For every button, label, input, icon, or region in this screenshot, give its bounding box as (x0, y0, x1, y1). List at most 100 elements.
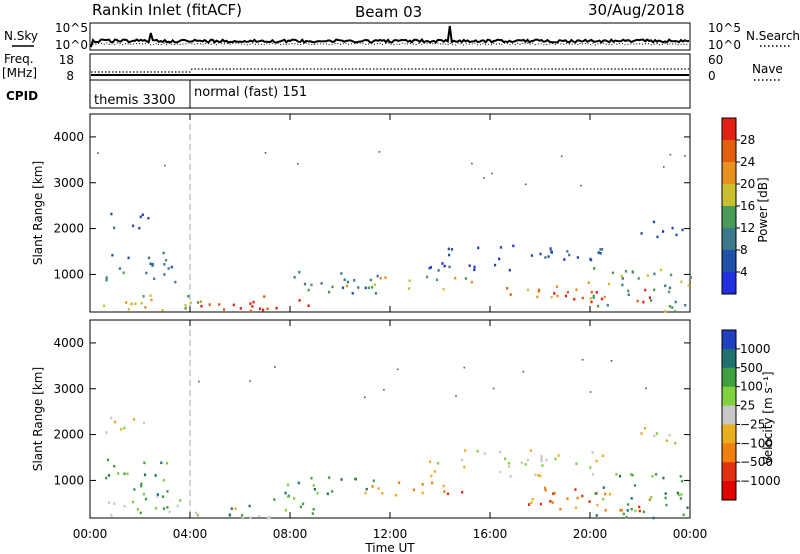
colorbar-segment (722, 272, 736, 295)
data-cell (455, 395, 457, 397)
data-cell (563, 258, 566, 261)
data-cell (619, 508, 622, 512)
data-cell (581, 296, 584, 300)
data-cell (428, 267, 431, 270)
cpid-label: CPID (6, 89, 38, 103)
data-cell (602, 497, 605, 501)
data-cell (530, 501, 533, 504)
data-cell (668, 305, 672, 308)
data-cell (340, 272, 343, 275)
x-tick-label: 16:00 (473, 527, 508, 541)
y-tick-label: 4000 (53, 130, 84, 144)
cpid-mode-themis: themis 3300 (94, 93, 176, 108)
data-cell (610, 360, 613, 362)
data-cell (287, 495, 290, 498)
data-cell (198, 380, 200, 383)
data-cell (662, 476, 665, 480)
data-cell (509, 293, 512, 296)
colorbar-segment (722, 250, 736, 273)
data-cell (590, 290, 593, 294)
data-cell (684, 155, 686, 157)
data-cell (551, 501, 554, 504)
data-cell (328, 290, 331, 294)
data-cell (106, 458, 110, 462)
data-cell (508, 268, 511, 272)
colorbar-tick-label: 20 (740, 177, 755, 191)
colorbar-segment (722, 140, 736, 163)
data-cell (252, 300, 255, 304)
colorbar-tick-label: 28 (740, 133, 755, 147)
data-cell (589, 466, 592, 469)
data-cell (599, 252, 602, 255)
data-cell (680, 493, 683, 496)
data-cell (310, 476, 313, 480)
data-cell (506, 287, 509, 290)
colorbar-tick-label: 500 (740, 361, 763, 375)
data-cell (140, 482, 143, 486)
data-cell (454, 276, 457, 280)
colorbar-segment (722, 118, 736, 141)
data-cell (679, 475, 682, 478)
data-cell (650, 495, 653, 499)
nsearch-tick-low: 10^0 (708, 38, 741, 52)
data-cell (346, 280, 349, 284)
data-cell (568, 253, 571, 257)
velocity-colorbar-label: Velocity [m s⁻¹] (761, 371, 775, 464)
data-cell (144, 497, 148, 501)
power-panel: 1000 2000 3000 4000 Slant Range [km] 4 8 12 16… (31, 113, 770, 313)
colorbar-frame (721, 329, 737, 501)
data-cell (108, 501, 111, 504)
freq-tick-high: 18 (59, 53, 74, 67)
data-cell (168, 510, 171, 514)
data-cell (604, 492, 607, 496)
data-cell (536, 295, 539, 299)
data-cell (538, 288, 541, 292)
data-cell (155, 507, 158, 510)
data-cell (539, 502, 543, 506)
data-cell (353, 477, 357, 481)
data-cell (367, 286, 370, 290)
data-cell (249, 309, 252, 313)
data-cell (674, 310, 677, 313)
power-ylabel: Slant Range [km] (31, 161, 45, 265)
data-cell (189, 301, 192, 305)
data-cell (540, 455, 543, 458)
data-cell (125, 301, 128, 304)
data-cell (596, 503, 599, 507)
data-cell (477, 246, 480, 250)
colorbar-tick-label: 4 (740, 265, 748, 279)
data-cell (464, 277, 468, 280)
data-cell (307, 288, 310, 292)
data-cell (163, 263, 166, 266)
y-tick-label: 3000 (53, 176, 84, 190)
data-cell (293, 497, 296, 500)
data-cell (429, 460, 432, 464)
data-cell (262, 308, 265, 312)
data-cell (664, 310, 667, 313)
data-cell (142, 421, 146, 425)
data-cell (222, 308, 226, 311)
data-cell (669, 153, 672, 156)
data-cell (601, 247, 604, 251)
station-title: Rankin Inlet (fitACF) (92, 1, 242, 19)
data-cell (540, 459, 543, 463)
data-cell (430, 474, 433, 478)
data-cell (251, 305, 254, 308)
data-cell (230, 507, 233, 510)
freq-panel: Freq. [MHz] 18 8 60 0 Nave (2, 52, 783, 83)
data-cell (126, 472, 129, 476)
data-cell (408, 279, 411, 282)
data-cell (105, 476, 108, 480)
data-cell (426, 275, 429, 279)
data-cell (592, 296, 595, 299)
data-cell (312, 508, 315, 511)
data-cell (679, 497, 682, 500)
data-cell (651, 475, 654, 478)
data-cell (154, 474, 157, 477)
data-cell (530, 254, 533, 257)
data-cell (509, 475, 512, 478)
data-cell (574, 488, 577, 491)
data-cell (665, 503, 668, 507)
colorbar-tick-label: 16 (740, 199, 755, 213)
data-cell (446, 492, 450, 496)
